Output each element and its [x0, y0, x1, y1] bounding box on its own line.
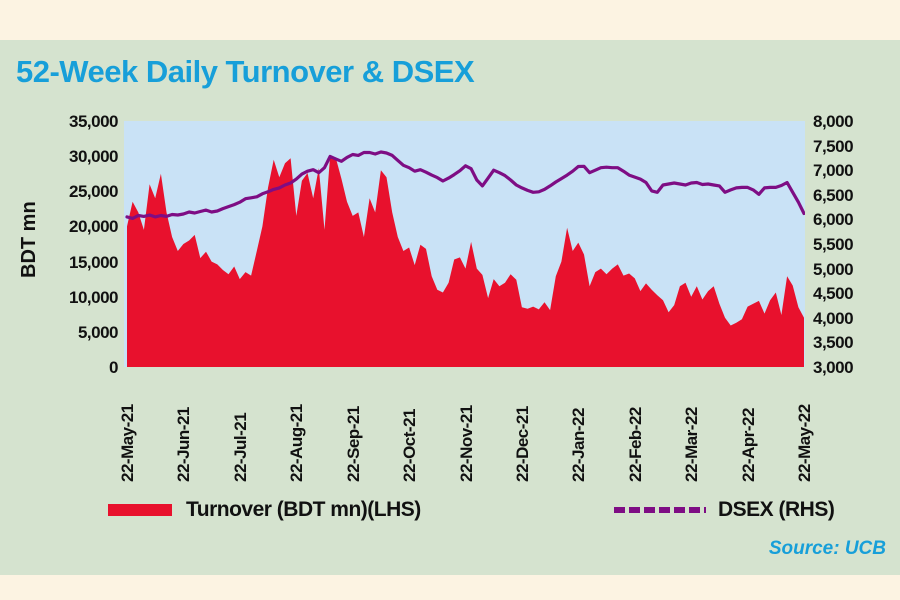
- chart-title: 52-Week Daily Turnover & DSEX: [16, 54, 475, 89]
- left-axis-tick-label: 0: [109, 358, 118, 377]
- chart-panel: 52-Week Daily Turnover & DSEX BDT mn 35,…: [0, 40, 900, 575]
- legend: Turnover (BDT mn)(LHS) DSEX (RHS): [0, 498, 900, 528]
- x-axis-tick-label: 22-Apr-22: [738, 408, 758, 482]
- left-axis-tick-label: 15,000: [69, 252, 119, 272]
- source-credit: Source: UCB: [768, 538, 886, 559]
- x-axis-tick-label: 22-Sep-21: [343, 406, 363, 482]
- top-margin-band: [0, 0, 900, 40]
- right-axis-tick-label: 4,000: [813, 308, 854, 328]
- right-axis-tick-label: 8,000: [813, 112, 854, 131]
- x-axis-tick-label: 22-Mar-22: [682, 407, 702, 482]
- legend-label-turnover: Turnover (BDT mn)(LHS): [186, 498, 421, 521]
- x-axis-tick-label: 22-Feb-22: [625, 407, 645, 482]
- legend-item-turnover: Turnover (BDT mn)(LHS): [108, 498, 421, 522]
- legend-item-dsex: DSEX (RHS): [614, 498, 835, 522]
- left-axis-tick-label: 35,000: [69, 112, 119, 131]
- bottom-margin-band: [0, 575, 900, 600]
- turnover-area-series: [127, 156, 804, 367]
- chart-svg: [125, 150, 805, 367]
- x-axis-tick-label: 22-Oct-21: [400, 409, 420, 482]
- dsex-line-series: [125, 150, 805, 221]
- left-axis-tick-label: 10,000: [69, 287, 119, 307]
- right-axis-tick-label: 7,000: [813, 161, 854, 181]
- x-axis-tick-label: 22-Aug-21: [287, 404, 307, 482]
- turnover-swatch: [108, 504, 172, 516]
- left-axis-tick-label: 25,000: [69, 182, 119, 202]
- right-axis-tick-label: 4,500: [813, 284, 854, 304]
- plot-area: [124, 121, 805, 367]
- right-axis-tick-label: 6,000: [813, 210, 854, 230]
- x-axis-tick-label: 22-May-22: [795, 404, 814, 482]
- right-axis-tick-label: 5,500: [813, 235, 854, 254]
- x-axis-tick-label: 22-Dec-21: [512, 406, 532, 482]
- right-axis-tick-label: 6,500: [813, 185, 854, 205]
- right-axis-tick-label: 7,500: [813, 136, 854, 156]
- right-axis-tick-label: 3,000: [813, 358, 854, 377]
- x-axis-tick-label: 22-Jul-21: [230, 412, 250, 482]
- left-axis-tick-label: 30,000: [69, 147, 119, 167]
- right-axis-tick-label: 5,000: [813, 259, 854, 279]
- dsex-dash-swatch: [614, 507, 706, 513]
- x-axis-tick-label: 22-Nov-21: [456, 405, 476, 482]
- right-axis-tick-label: 3,500: [813, 333, 854, 353]
- x-axis-tick-label: 22-Jun-21: [174, 407, 194, 482]
- x-axis-tick-label: 22-May-21: [118, 404, 137, 482]
- left-axis-tick-label: 5,000: [77, 322, 119, 342]
- legend-label-dsex: DSEX (RHS): [718, 498, 835, 521]
- x-axis-tick-label: 22-Jan-22: [569, 408, 589, 482]
- left-axis-tick-label: 20,000: [69, 217, 119, 237]
